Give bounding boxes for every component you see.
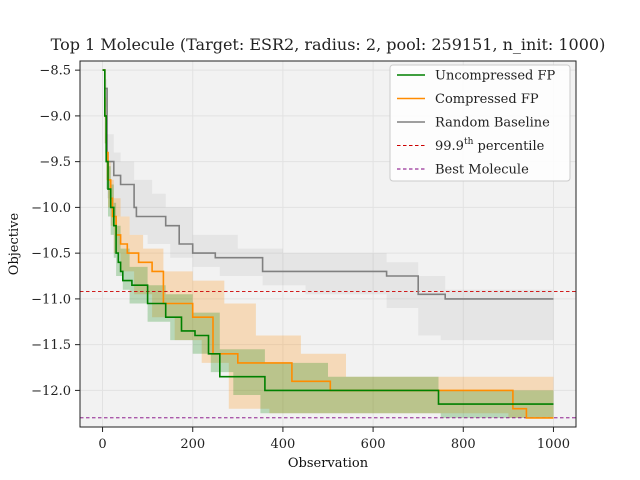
legend-label-uncompressed-fp: Uncompressed FP — [435, 69, 556, 84]
x-axis-label: Observation — [288, 456, 369, 471]
legend-box — [389, 64, 571, 182]
chart-title: Top 1 Molecule (Target: ESR2, radius: 2,… — [51, 35, 606, 54]
legend-label-compressed-fp: Compressed FP — [435, 92, 539, 107]
y-tick-label: −10.0 — [31, 201, 71, 216]
line-random-baseline — [102, 69, 554, 300]
reference-lines — [80, 291, 576, 419]
y-tick-label: −11.5 — [31, 338, 71, 353]
y-tick-label: −11.0 — [31, 292, 71, 307]
y-tick-label: −9.0 — [39, 109, 71, 124]
legend-label-best-molecule: Best Molecule — [435, 163, 529, 178]
band-compressed-fp — [102, 70, 554, 418]
y-tick-label: −12.0 — [31, 384, 71, 399]
x-tick-label: 400 — [270, 437, 295, 452]
x-tick-label: 800 — [451, 437, 476, 452]
legend: Uncompressed FP Compressed FP Random Basel… — [389, 64, 571, 182]
x-tick-label: 0 — [98, 437, 106, 452]
legend-label-99-9th-percentile: 99.9th percentile — [435, 137, 545, 154]
series-lines — [102, 69, 554, 419]
y-tick-label: −9.5 — [39, 155, 71, 170]
x-tick-label: 1000 — [537, 437, 570, 452]
y-tick-label: −8.5 — [39, 64, 71, 79]
band-uncompressed-fp — [102, 70, 554, 418]
y-tick-label: −10.5 — [31, 247, 71, 262]
line-uncompressed-fp — [102, 69, 554, 405]
plot-frame — [79, 60, 577, 428]
axis-ticks: 0 200 400 600 800 1000 −8.5 −9.0 −9.5 −10.0 −10.5 −… — [31, 64, 570, 452]
x-tick-label: 600 — [361, 437, 386, 452]
confidence-bands — [102, 70, 554, 418]
legend-label-random-baseline: Random Baseline — [435, 116, 550, 131]
x-tick-label: 200 — [180, 437, 205, 452]
band-random-baseline — [102, 70, 554, 341]
y-axis-label: Objective — [7, 212, 22, 275]
